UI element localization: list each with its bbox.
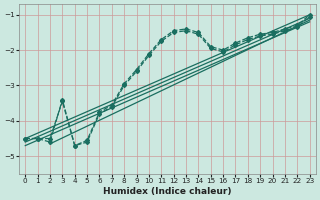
X-axis label: Humidex (Indice chaleur): Humidex (Indice chaleur) — [103, 187, 232, 196]
